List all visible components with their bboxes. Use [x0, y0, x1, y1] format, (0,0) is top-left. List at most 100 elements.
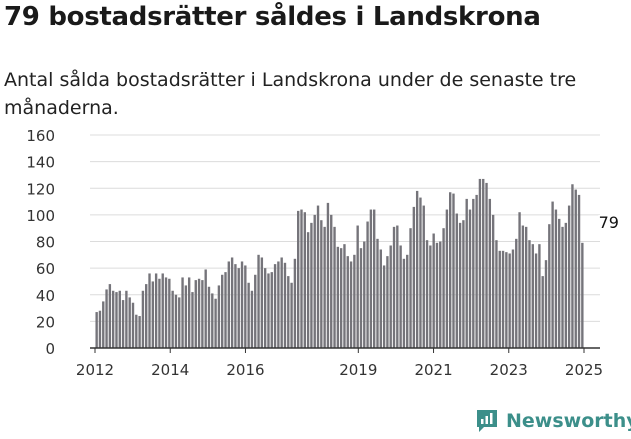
bar — [326, 202, 330, 348]
bar — [551, 201, 554, 348]
bar — [422, 205, 425, 348]
y-tick-label: 100 — [26, 207, 55, 225]
bar — [217, 285, 221, 348]
bar — [158, 278, 161, 348]
bar — [485, 182, 488, 348]
bar — [273, 264, 277, 348]
x-tick-label: 2025 — [565, 361, 603, 379]
bar — [300, 209, 303, 348]
x-tick-label: 2014 — [151, 361, 189, 379]
bar — [270, 272, 273, 348]
bar — [386, 256, 389, 348]
chart-title: 79 bostadsrätter såldes i Landskrona — [4, 2, 541, 32]
bar — [283, 262, 287, 348]
bar — [488, 198, 492, 348]
bar — [498, 250, 501, 348]
x-tick-label: 2012 — [76, 361, 114, 379]
bar — [482, 178, 485, 348]
y-tick-label: 120 — [26, 180, 55, 198]
bar — [293, 258, 297, 348]
bar — [554, 209, 558, 348]
bar — [184, 285, 188, 348]
bar — [306, 232, 310, 348]
bar — [429, 245, 432, 348]
bar — [230, 257, 234, 348]
bar — [558, 218, 561, 348]
bar — [277, 261, 280, 348]
bar — [138, 316, 141, 348]
bar — [211, 293, 214, 348]
x-axis — [90, 347, 600, 353]
bar — [518, 212, 521, 348]
bar — [392, 226, 396, 348]
bar — [178, 297, 181, 348]
bar — [320, 220, 323, 348]
y-tick-label: 40 — [36, 287, 55, 305]
bar — [452, 193, 455, 348]
bar — [376, 238, 379, 348]
bar — [207, 286, 211, 348]
bar — [409, 228, 412, 348]
bar — [458, 222, 462, 348]
bar — [505, 252, 508, 348]
gridlines — [90, 134, 600, 322]
bar — [577, 194, 581, 348]
bar — [181, 277, 184, 348]
bar — [336, 246, 340, 348]
bar — [561, 226, 564, 348]
bar — [574, 189, 577, 348]
bar — [353, 254, 356, 348]
bar — [544, 260, 548, 348]
bar — [234, 264, 237, 348]
bar — [316, 205, 320, 348]
bar — [373, 209, 376, 348]
bar — [366, 221, 369, 348]
bar — [121, 300, 125, 348]
bar — [359, 248, 363, 348]
bar — [98, 310, 102, 348]
bar — [237, 268, 240, 349]
bar — [396, 225, 399, 348]
bar — [263, 268, 267, 349]
newsworthy-logo-icon — [477, 410, 497, 432]
bars — [95, 178, 584, 349]
bar — [310, 222, 313, 348]
bar — [323, 226, 326, 348]
bar — [382, 265, 386, 348]
bar — [399, 245, 402, 348]
bar — [260, 257, 264, 348]
bar — [462, 220, 465, 348]
bar — [435, 242, 439, 348]
bar — [171, 290, 174, 348]
bar — [131, 302, 135, 348]
bar — [442, 228, 445, 348]
bar — [389, 245, 392, 348]
bar — [161, 273, 164, 348]
bar — [95, 312, 98, 348]
bar — [148, 273, 151, 348]
bar — [330, 214, 333, 349]
bar — [581, 242, 584, 348]
bar — [412, 206, 416, 348]
bar — [128, 297, 131, 348]
chart-subtitle: Antal sålda bostadsrätter i Landskrona u… — [4, 69, 577, 119]
bar — [267, 273, 270, 348]
newsworthy-logo: Newsworthy — [475, 408, 631, 434]
bar — [415, 190, 419, 348]
bar — [244, 265, 247, 348]
bar — [495, 240, 498, 348]
bar — [339, 248, 343, 348]
bar — [280, 257, 283, 348]
bar — [118, 290, 121, 348]
bar — [501, 250, 505, 348]
bar — [432, 233, 435, 348]
bar — [154, 273, 158, 348]
bar — [194, 280, 197, 348]
bar — [478, 178, 482, 348]
bar — [297, 210, 300, 348]
bar — [465, 198, 468, 348]
x-tick-label: 2019 — [339, 361, 377, 379]
bar — [548, 224, 551, 348]
bar — [521, 225, 525, 348]
